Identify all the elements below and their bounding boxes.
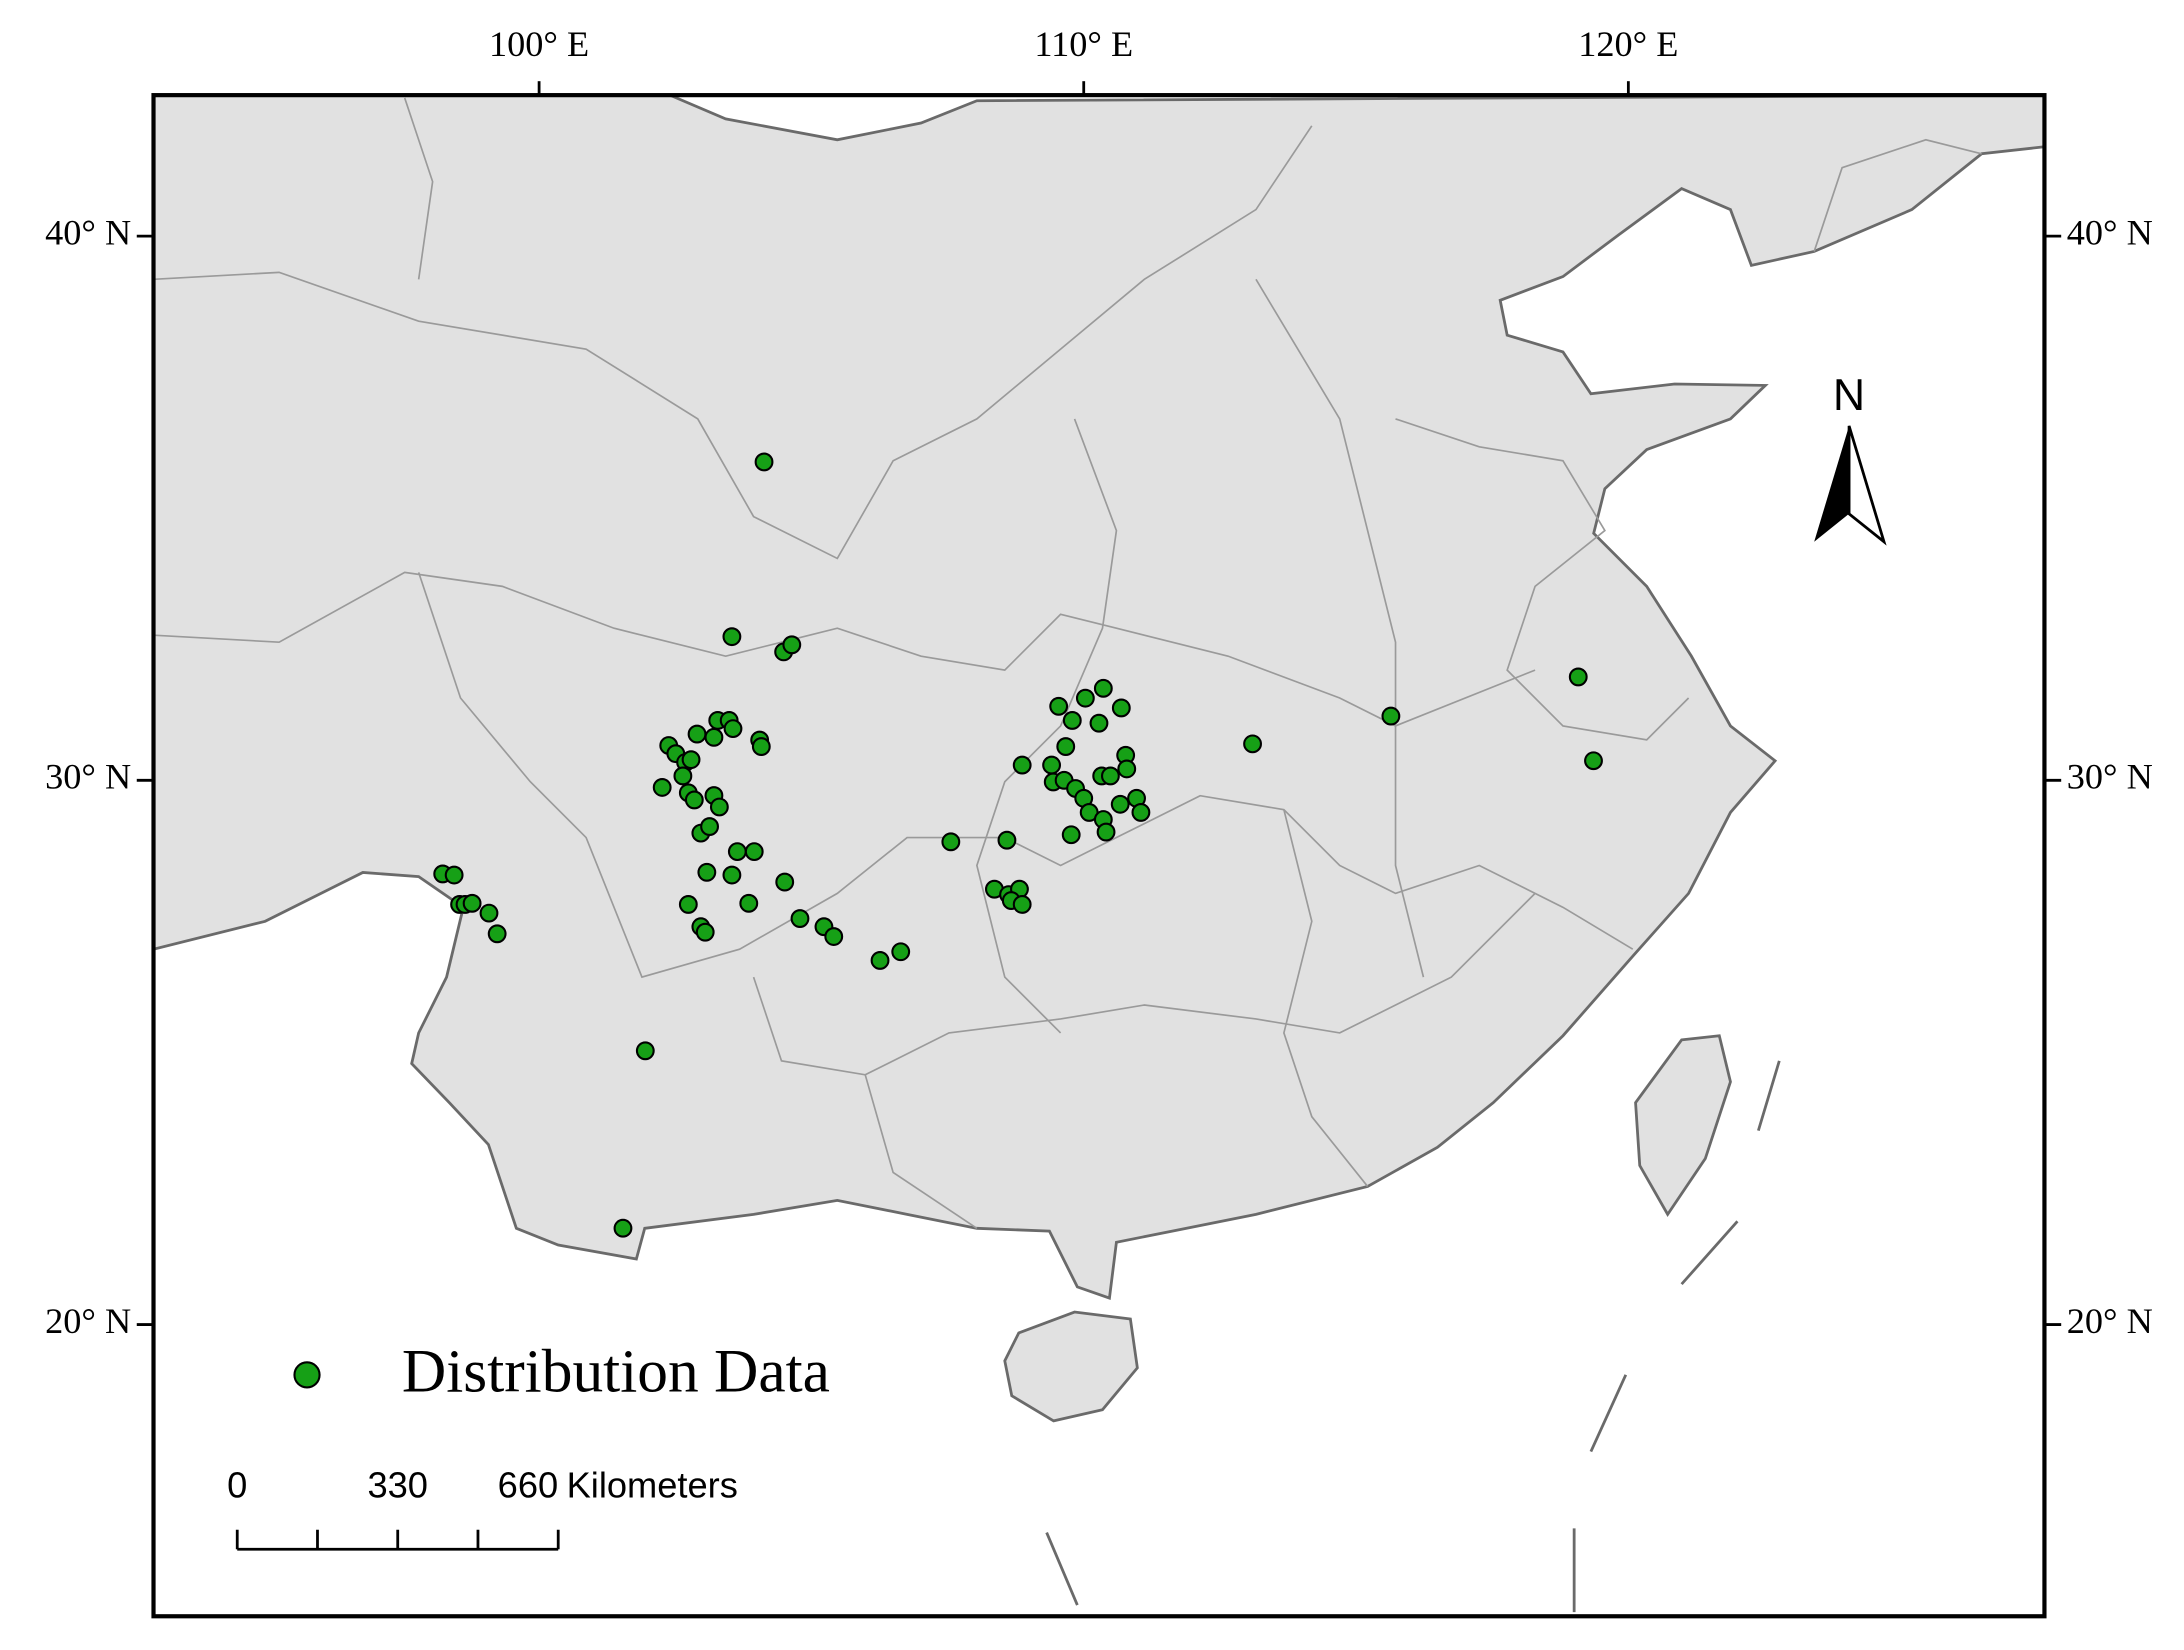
y-tick-label: 20° N: [45, 1301, 131, 1341]
distribution-point: [479, 903, 499, 923]
distribution-point: [1117, 759, 1137, 779]
distribution-point: [1131, 803, 1151, 822]
distribution-point: [824, 927, 844, 946]
scale-bar-label: 330: [367, 1464, 428, 1505]
distribution-point: [754, 452, 774, 472]
distribution-point: [487, 924, 507, 944]
distribution-point: [697, 862, 717, 882]
distribution-point: [687, 724, 707, 744]
distribution-point: [1096, 822, 1116, 842]
y-tick-label: 30° N: [45, 757, 131, 797]
distribution-point: [1381, 706, 1401, 726]
distribution-point: [673, 766, 693, 786]
distribution-point: [709, 797, 729, 817]
x-tick-label: 100° E: [489, 24, 589, 64]
distribution-point: [1056, 737, 1076, 757]
distribution-point: [700, 817, 719, 837]
distribution-point: [1100, 766, 1120, 786]
distribution-point: [723, 719, 743, 739]
distribution-point: [751, 737, 771, 757]
distribution-point: [678, 894, 698, 914]
scale-bar-label: 660: [498, 1464, 559, 1505]
distribution-point: [744, 842, 764, 862]
x-tick-label: 110° E: [1034, 24, 1133, 64]
distribution-point: [1062, 711, 1082, 730]
y-tick-label: 40° N: [45, 212, 131, 252]
scale-bar: 0 330 660 Kilometers: [227, 1464, 738, 1551]
distribution-point: [635, 1041, 655, 1061]
distribution-point: [1584, 751, 1603, 771]
distribution-point: [891, 942, 911, 962]
north-arrow-right: [1847, 425, 1887, 546]
distribution-point: [941, 832, 961, 852]
distribution-point: [870, 951, 890, 970]
scale-bar-unit: Kilometers: [567, 1464, 738, 1505]
north-label: N: [1833, 371, 1865, 420]
distribution-point: [1568, 667, 1588, 687]
distribution-point: [695, 922, 715, 942]
legend: Distribution Data: [293, 1338, 830, 1406]
legend-marker: [293, 1361, 321, 1389]
distribution-point: [997, 830, 1017, 850]
distribution-point: [782, 635, 802, 655]
north-arrow-left: [1814, 425, 1850, 542]
distribution-point: [704, 727, 724, 747]
distribution-point: [739, 893, 759, 913]
distribution-point: [1012, 755, 1032, 775]
map-frame: [151, 93, 2047, 1619]
distribution-point: [1049, 696, 1069, 716]
x-tick-label: 120° E: [1578, 24, 1678, 64]
distribution-point: [1243, 734, 1262, 754]
distribution-point: [1042, 755, 1062, 775]
distribution-point: [775, 872, 795, 892]
distribution-point: [684, 790, 704, 810]
distribution-point: [722, 627, 742, 647]
y-tick-label-right: 20° N: [2067, 1301, 2153, 1341]
distribution-point: [1012, 894, 1032, 914]
distribution-point: [722, 865, 742, 885]
distribution-point: [1093, 678, 1113, 698]
distribution-point: [652, 777, 672, 797]
distribution-point: [1110, 794, 1130, 814]
y-tick-label-right: 40° N: [2067, 212, 2153, 252]
distribution-point: [1089, 713, 1109, 733]
distribution-point: [1111, 698, 1131, 718]
distribution-point: [1061, 825, 1081, 845]
distribution-point: [444, 865, 464, 885]
distribution-point: [681, 750, 701, 770]
y-tick-label-right: 30° N: [2067, 757, 2153, 797]
distribution-point: [727, 842, 747, 862]
distribution-point: [613, 1218, 633, 1238]
distribution-point: [1075, 688, 1095, 708]
north-arrow: N: [1814, 371, 1887, 546]
distribution-point: [790, 909, 810, 928]
legend-label: Distribution Data: [402, 1338, 830, 1406]
distribution-point: [462, 893, 482, 913]
scale-bar-label: 0: [227, 1464, 247, 1505]
